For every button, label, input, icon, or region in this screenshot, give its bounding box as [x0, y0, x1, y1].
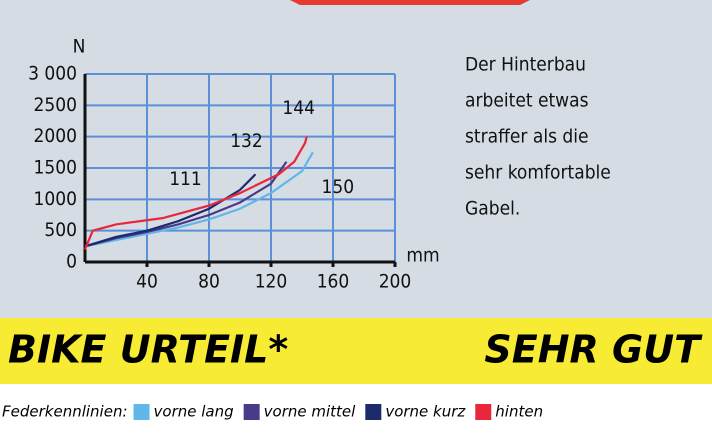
y-tick-label: 2000 [34, 125, 78, 147]
curve-label: 132 [230, 130, 263, 152]
x-tick-label: 40 [136, 271, 158, 293]
verdict-band [0, 318, 712, 384]
note: Der Hinterbau arbeitet etwas straffer als … [465, 54, 611, 220]
x-tick-label: 80 [198, 271, 220, 293]
x-tick-label: 120 [255, 271, 288, 293]
y-tick-label: 1500 [34, 157, 78, 179]
curve-label: 150 [322, 176, 355, 198]
y-tick-label: 500 [44, 219, 77, 241]
verdict-rating: SEHR GUT [484, 328, 703, 372]
curve-label: 111 [169, 168, 202, 190]
panel [0, 0, 712, 318]
legend-label: vorne mittel [264, 403, 356, 421]
line [83, 136, 308, 250]
line [84, 151, 314, 248]
note-line: sehr komfortable [465, 162, 611, 184]
legend: Federkennlinien: vorne lang vorne mittel vo… [2, 403, 543, 421]
x-tick-label: 200 [379, 271, 412, 293]
legend-label: vorne kurz [385, 403, 466, 421]
legend-swatch [475, 404, 492, 420]
note-line: arbeitet etwas [465, 90, 589, 112]
legend-label: hinten [495, 403, 543, 421]
verdict-label: BIKE URTEIL* [8, 328, 288, 372]
top-badge [290, 0, 530, 5]
legend-label: vorne lang [154, 403, 234, 421]
y-axis-label: N [73, 36, 86, 58]
x-axis-label: mm [406, 245, 439, 267]
y-tick-label: 3 000 [28, 63, 77, 85]
y-tick-label: 0 [66, 251, 77, 273]
legend-title: Federkennlinien: [2, 403, 128, 421]
legend-band [0, 384, 712, 443]
line [84, 173, 257, 248]
note-line: Gabel. [465, 198, 520, 220]
x-tick-label: 160 [317, 271, 350, 293]
note-line: straffer als die [465, 126, 589, 148]
y-tick-label: 1000 [34, 188, 78, 210]
y-tick-label: 2500 [34, 94, 78, 116]
legend-swatch [243, 404, 260, 420]
legend-swatch [133, 404, 150, 420]
curve-label: 144 [282, 97, 315, 119]
note-line: Der Hinterbau [465, 54, 586, 76]
legend-swatch [365, 404, 382, 420]
line [84, 161, 288, 248]
